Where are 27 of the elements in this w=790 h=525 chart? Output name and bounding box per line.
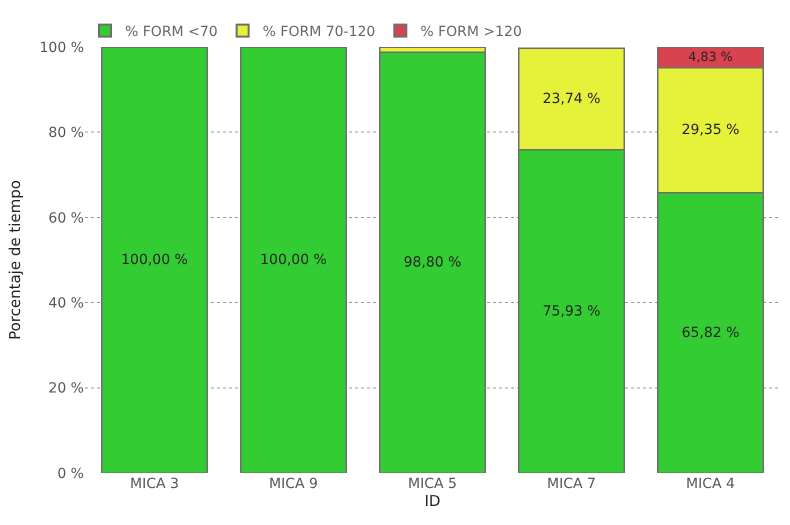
legend-label: % FORM >120 [420,24,522,40]
x-tick-label: MICA 9 [269,476,318,492]
data-label: 100,00 % [121,252,188,268]
x-tick-label: MICA 3 [130,476,179,492]
data-label: 75,93 % [542,303,600,320]
data-label: 98,80 % [404,254,462,271]
y-tick-label: 0 % [57,466,84,482]
data-label: 100,00 % [260,252,327,268]
y-tick-label: 80 % [48,125,84,142]
data-label: 23,74 % [542,90,600,107]
legend-label: % FORM <70 [125,24,218,40]
y-tick-label: 40 % [48,296,84,312]
x-tick-label: MICA 5 [408,476,457,492]
y-tick-label: 60 % [48,210,84,226]
y-axis-title: Porcentaje de tiempo [6,180,24,340]
bar [378,51,486,473]
bar [100,47,208,473]
y-tick-label: 20 % [48,380,84,397]
data-label: 4,83 % [688,50,733,65]
x-tick-label: MICA 4 [686,476,736,492]
y-tick-label: 100 % [40,40,84,56]
bar [240,47,348,473]
x-axis-title: ID [424,492,440,510]
legend-label: % FORM 70-120 [262,24,376,40]
x-tick-label: MICA 7 [547,476,596,492]
data-label: 29,35 % [682,122,740,138]
data-label: 65,82 % [682,324,740,341]
